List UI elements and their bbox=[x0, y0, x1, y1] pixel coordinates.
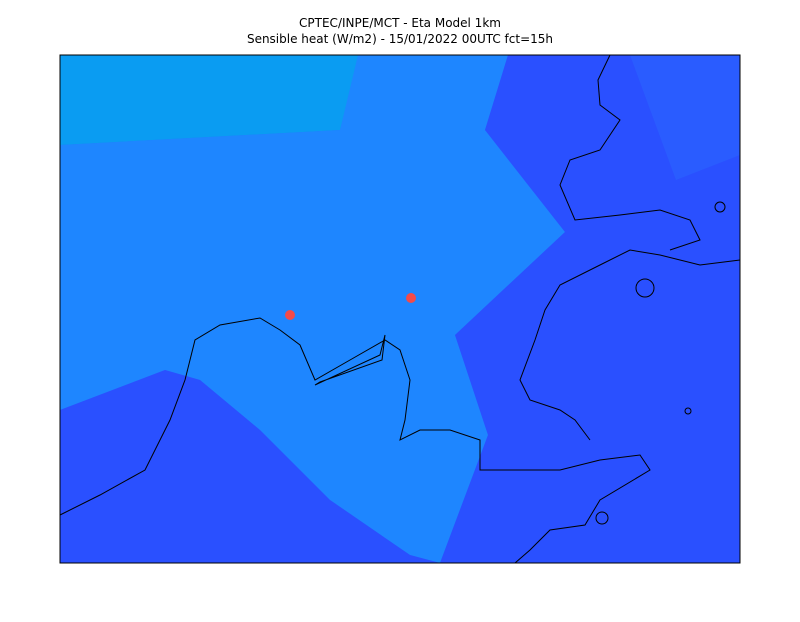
plot-area bbox=[59, 54, 741, 564]
station-marker bbox=[285, 310, 295, 320]
field-region bbox=[60, 55, 565, 563]
field-region bbox=[630, 55, 740, 180]
subtitle: Sensible heat (W/m2) - 15/01/2022 00UTC … bbox=[247, 32, 553, 46]
field-region bbox=[60, 55, 358, 145]
field-region bbox=[440, 55, 740, 563]
station-marker bbox=[406, 293, 416, 303]
coastline bbox=[59, 54, 741, 564]
field-region bbox=[60, 370, 440, 563]
plot-frame bbox=[59, 54, 741, 564]
title: CPTEC/INPE/MCT - Eta Model 1km bbox=[299, 16, 501, 30]
